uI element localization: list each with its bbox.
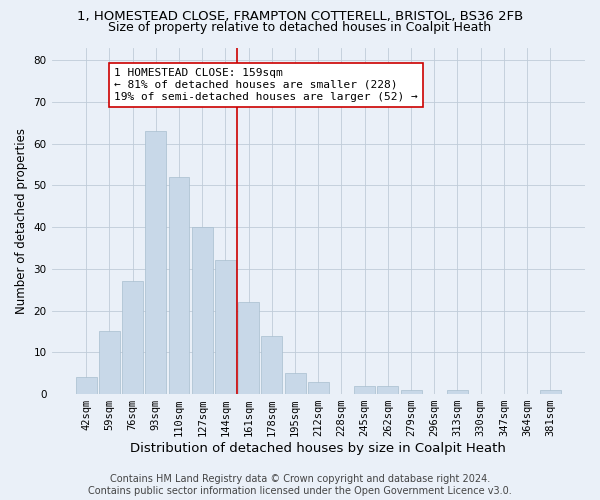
Bar (540, 390, 561, 394)
Bar (447, 390, 468, 394)
Bar (145, 131, 166, 394)
Bar (308, 382, 329, 394)
Bar (76, 378, 97, 394)
Bar (192, 227, 212, 394)
Bar (354, 386, 375, 394)
X-axis label: Distribution of detached houses by size in Coalpit Heath: Distribution of detached houses by size … (130, 442, 506, 455)
Bar (262, 336, 283, 394)
Bar (284, 373, 305, 394)
Bar (238, 302, 259, 394)
Y-axis label: Number of detached properties: Number of detached properties (15, 128, 28, 314)
Text: 1, HOMESTEAD CLOSE, FRAMPTON COTTERELL, BRISTOL, BS36 2FB: 1, HOMESTEAD CLOSE, FRAMPTON COTTERELL, … (77, 10, 523, 23)
Bar (377, 386, 398, 394)
Bar (169, 177, 190, 394)
Text: 1 HOMESTEAD CLOSE: 159sqm
← 81% of detached houses are smaller (228)
19% of semi: 1 HOMESTEAD CLOSE: 159sqm ← 81% of detac… (114, 68, 418, 102)
Bar (401, 390, 422, 394)
Text: Contains HM Land Registry data © Crown copyright and database right 2024.
Contai: Contains HM Land Registry data © Crown c… (88, 474, 512, 496)
Bar (122, 282, 143, 394)
Bar (99, 332, 120, 394)
Text: Size of property relative to detached houses in Coalpit Heath: Size of property relative to detached ho… (109, 21, 491, 34)
Bar (215, 260, 236, 394)
